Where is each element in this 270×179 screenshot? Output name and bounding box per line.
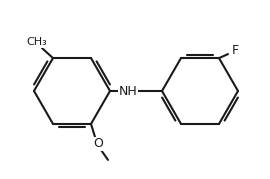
- Text: F: F: [231, 44, 239, 57]
- Text: CH₃: CH₃: [27, 37, 47, 47]
- Text: NH: NH: [119, 84, 137, 98]
- Text: O: O: [93, 137, 103, 150]
